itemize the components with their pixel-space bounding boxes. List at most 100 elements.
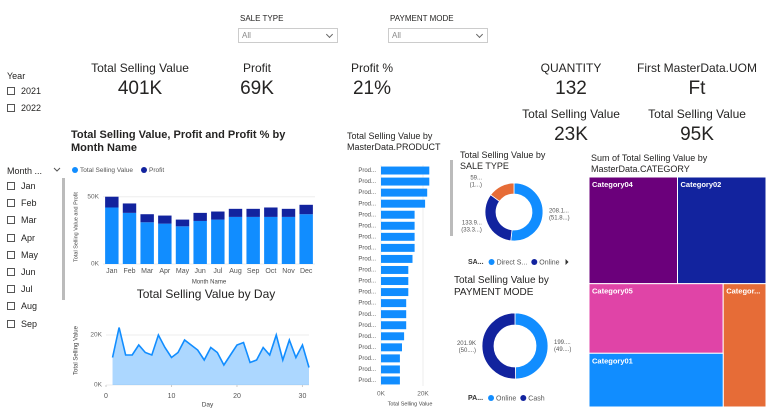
slicer-item[interactable]: Apr	[21, 232, 36, 243]
data-label: (51.8...)	[549, 216, 570, 222]
legend-label: Cash	[528, 395, 544, 402]
x-tick-label: Jan	[106, 268, 117, 275]
y-tick-label: Prod...	[358, 223, 376, 229]
bar	[381, 288, 409, 297]
tile-label: Categor...	[726, 287, 760, 296]
bar	[381, 243, 415, 252]
y-tick-label: Prod...	[358, 179, 376, 185]
bar	[228, 216, 243, 264]
y-tick-label: 20K	[90, 332, 102, 339]
filter-dropdown[interactable]: All	[388, 28, 488, 43]
card-value: 23K	[554, 124, 588, 145]
slicer-item[interactable]: Feb	[21, 198, 37, 209]
checkbox[interactable]	[7, 199, 15, 208]
x-tick-label: Jul	[213, 268, 222, 275]
legend-label: Profit	[149, 167, 164, 174]
y-tick-label: Prod...	[358, 245, 376, 251]
card-value: 21%	[352, 78, 392, 99]
checkbox[interactable]	[7, 182, 15, 190]
x-tick-label: Mar	[141, 268, 154, 275]
bar	[381, 310, 407, 319]
checkbox[interactable]	[7, 285, 15, 294]
card-label: Total Selling Value	[522, 107, 620, 121]
area-fill	[112, 327, 309, 385]
bar	[299, 204, 313, 215]
legend-dot	[141, 167, 147, 173]
x-axis-label: Day	[202, 402, 214, 409]
slicer-item[interactable]: 2021	[21, 86, 42, 96]
y-tick-label: Prod...	[358, 356, 376, 362]
card-label: Total Selling Value	[91, 61, 189, 75]
x-tick-label: Sep	[247, 268, 260, 275]
donut-slice	[484, 194, 513, 242]
data-label: 59...	[470, 175, 482, 181]
data-label: (33.3...)	[461, 228, 482, 234]
bar	[246, 208, 260, 217]
bar	[246, 216, 260, 264]
checkbox[interactable]	[7, 104, 15, 112]
data-label: 133.9...	[462, 221, 482, 227]
bar	[211, 211, 225, 220]
card-value: 401K	[117, 78, 163, 99]
bar	[381, 188, 428, 197]
legend-label: Online	[496, 395, 516, 402]
bar	[381, 321, 407, 330]
slicer-item[interactable]: Jun	[21, 267, 36, 277]
slicer-item[interactable]: Jan	[21, 181, 36, 191]
y-tick-label: Prod...	[358, 268, 376, 274]
bar	[122, 212, 137, 264]
slicer-item[interactable]: May	[21, 249, 39, 260]
scrollbar	[62, 178, 65, 300]
card-value: Ft	[688, 78, 706, 99]
checkbox[interactable]	[7, 233, 15, 242]
checkbox[interactable]	[7, 87, 15, 95]
card-label: Profit	[242, 61, 271, 75]
slicer-item[interactable]: Mar	[21, 215, 37, 226]
checkbox[interactable]	[7, 250, 15, 259]
y-tick-label: Prod...	[358, 168, 376, 174]
y-tick-label: Prod...	[358, 190, 376, 196]
slicer-title: Year	[7, 71, 26, 81]
y-tick-label: Prod...	[358, 234, 376, 240]
legend-label: Direct S...	[497, 259, 528, 266]
card-value: 132	[555, 78, 587, 99]
y-axis-label: Total Selling Value and Profit	[73, 192, 79, 262]
card-value: 69K	[240, 78, 274, 99]
slicer-item[interactable]: Jul	[21, 284, 33, 295]
checkbox[interactable]	[7, 216, 15, 225]
slicer-item[interactable]: 2022	[21, 103, 42, 113]
y-tick-label: 50K	[87, 193, 99, 200]
bar	[158, 223, 172, 264]
chevron	[53, 167, 61, 172]
card-label: QUANTITY	[540, 61, 602, 75]
data-label: 208.1...	[549, 209, 569, 215]
x-tick-label: Dec	[300, 268, 313, 275]
checkbox[interactable]	[7, 302, 15, 311]
bar	[158, 215, 172, 224]
x-tick-label: 10	[168, 393, 176, 400]
y-tick-label: Prod...	[358, 378, 376, 384]
bar	[105, 196, 119, 208]
donut-slice	[514, 312, 549, 380]
x-tick-label: 20	[233, 393, 241, 400]
slicer-item[interactable]: Aug	[21, 301, 38, 312]
filter-dropdown[interactable]: All	[238, 28, 338, 43]
y-tick-label: 0K	[91, 261, 100, 268]
y-tick-label: 0K	[94, 382, 103, 389]
checkbox[interactable]	[7, 319, 15, 328]
bar	[281, 216, 296, 264]
chart-title: Total Selling Value by PAYMENT MODE	[454, 275, 549, 298]
bar	[381, 210, 415, 219]
data-label: 201.9K	[457, 341, 476, 347]
treemap-tile	[588, 352, 724, 408]
legend-title: SA...	[468, 259, 484, 266]
chart-title: Sum of Total Selling Value by MasterData…	[591, 153, 708, 174]
x-tick-label: Jun	[195, 268, 206, 275]
bar	[381, 365, 400, 374]
y-tick-label: Prod...	[358, 212, 376, 218]
checkbox[interactable]	[7, 268, 15, 276]
y-tick-label: Prod...	[358, 323, 376, 329]
slicer-item[interactable]: Sep	[21, 318, 38, 329]
scrollbar	[450, 160, 453, 236]
